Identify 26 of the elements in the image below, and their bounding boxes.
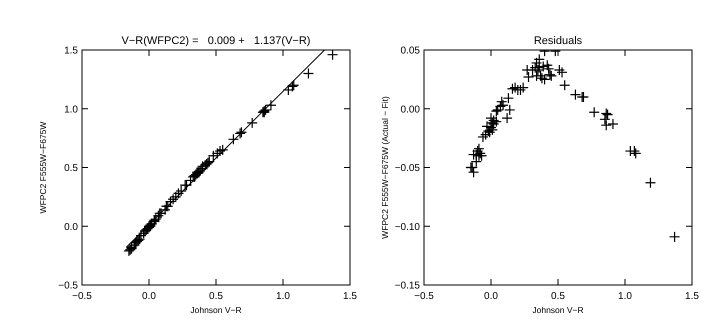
y-tick-label: 0.00 (400, 104, 420, 116)
x-axis-title: Johnson V−R (532, 305, 584, 315)
y-tick-label: −0.15 (394, 280, 420, 292)
y-tick-label: −0.5 (58, 280, 78, 292)
x-axis-title: Johnson V−R (190, 305, 242, 315)
x-tick-label: 0.0 (484, 291, 498, 302)
y-tick-label: −0.10 (394, 222, 420, 233)
x-tick-label: 1.0 (276, 291, 290, 302)
y-tick-label: −0.05 (394, 163, 420, 174)
y-tick-label: 1.0 (64, 104, 78, 116)
y-axis-title: WFPC2 F555W−F675W (Actual − Fit) (380, 96, 390, 239)
y-axis-title: WFPC2 F555W−F675W (38, 122, 48, 214)
x-tick-label: 1.0 (618, 291, 632, 302)
x-tick-label: 0.0 (142, 291, 156, 302)
x-tick-label: 0.5 (551, 291, 566, 302)
y-tick-label: 1.5 (64, 46, 78, 56)
chart-title: Residuals (534, 35, 583, 47)
y-tick-label: 0.5 (64, 163, 78, 174)
x-tick-label: 1.5 (685, 291, 700, 302)
y-tick-label: 0.0 (64, 222, 78, 233)
chart-title: V−R(WFPC2) = 0.009 + 1.137(V−R) (122, 35, 310, 47)
y-tick-label: 0.05 (400, 46, 420, 56)
x-tick-label: 0.5 (209, 291, 224, 302)
x-tick-label: −0.5 (72, 291, 92, 302)
x-tick-label: 1.5 (343, 291, 358, 302)
x-tick-label: −0.5 (414, 291, 434, 302)
